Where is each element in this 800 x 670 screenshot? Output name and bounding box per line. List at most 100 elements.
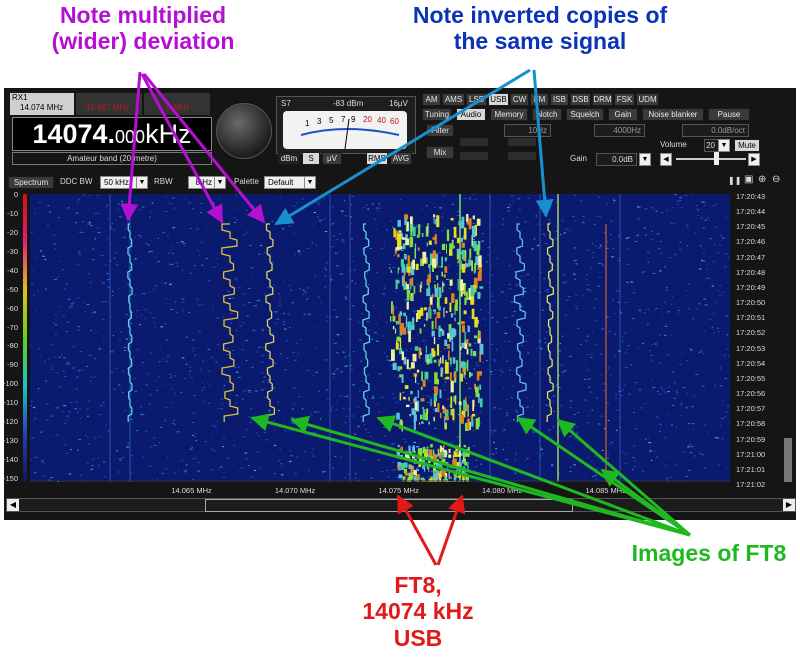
time-tick-label: 17:21:01 [736, 464, 766, 474]
volume-right-arrow[interactable]: ▶ [748, 153, 760, 166]
zoom-out-icon[interactable]: ⊖ [772, 174, 781, 185]
annotation-ft8-line2: 14074 kHz [362, 598, 474, 625]
s-meter-uv-reading: 16μV [389, 99, 408, 108]
gain-dropdown-arrow[interactable]: ▼ [639, 153, 651, 166]
power-tick-label: -120 [2, 417, 18, 427]
spectrum-button[interactable]: Spectrum [8, 176, 54, 189]
s-meter-s-reading: S7 [281, 99, 291, 108]
annotation-multiplied-line1: Note multiplied [59, 2, 227, 28]
mode-button-isb[interactable]: ISB [550, 93, 569, 106]
filter-slope-field[interactable]: 0.0dB/oct [682, 124, 749, 137]
time-tick-label: 17:20:48 [736, 267, 766, 277]
time-tick-label: 17:20:44 [736, 207, 766, 217]
s-meter-dial: 1 3 5 7 9 20 40 60 [283, 111, 407, 149]
power-tick-label: -130 [2, 436, 18, 446]
volume-field[interactable]: 20 [704, 139, 719, 152]
time-tick-label: 17:20:49 [736, 282, 766, 292]
tab-tuning[interactable]: Tuning [422, 108, 452, 121]
mode-button-am[interactable]: AM [422, 93, 441, 106]
mix-button[interactable]: Mix [426, 146, 454, 159]
volume-slider-thumb[interactable] [714, 152, 719, 165]
ddc-bw-dropdown[interactable]: 50 kHz [100, 176, 137, 189]
waterfall-background [30, 194, 730, 482]
frequency-display[interactable]: 14074.000kHz [12, 117, 212, 151]
mode-button-udm[interactable]: UDM [636, 93, 659, 106]
rx2-tab[interactable]: 15.887 MHz [76, 93, 142, 115]
rx1-tab-label: RX1 [12, 93, 28, 102]
s-meter-scale-7: 7 [341, 115, 346, 124]
green-arrows [250, 413, 691, 537]
waterfall-vertical-scrollbar[interactable] [784, 438, 792, 482]
time-tick-label: 17:20:46 [736, 237, 766, 247]
save-icon[interactable]: ▣ [744, 174, 754, 185]
ft8-block [390, 214, 484, 482]
tuning-knob[interactable] [216, 103, 272, 159]
time-tick-label: 17:21:00 [736, 449, 766, 459]
mode-button-usb[interactable]: USB [488, 93, 509, 106]
colorbar [23, 194, 27, 482]
power-tick-label: -100 [2, 379, 18, 389]
scroll-thumb[interactable] [205, 499, 573, 512]
mode-button-lsb[interactable]: LSB [466, 93, 487, 106]
s-meter-scale-9: 9 [351, 115, 356, 124]
mode-button-dsb[interactable]: DSB [570, 93, 591, 106]
mode-button-ams[interactable]: AMS [442, 93, 465, 106]
blue-arrows [274, 68, 554, 226]
s-meter-scale-5: 5 [329, 116, 334, 125]
meter-dbm-button[interactable]: dBm [278, 152, 300, 165]
s-meter-scale-3: 3 [317, 117, 322, 126]
audio-inactive-controls [460, 138, 560, 162]
tab-memory[interactable]: Memory [490, 108, 528, 121]
annotation-inverted-line2: the same signal [453, 28, 627, 55]
tab-noise-blanker[interactable]: Noise blanker [642, 108, 704, 121]
power-tick-label: -20 [7, 227, 18, 237]
volume-slider[interactable] [676, 158, 746, 160]
meter-avg-button[interactable]: AVG [390, 152, 412, 165]
ddc-bw-arrow[interactable]: ▼ [136, 176, 148, 189]
power-tick-label: -80 [7, 341, 18, 351]
time-tick-label: 17:20:50 [736, 298, 766, 308]
annotation-ft8-line1: FT8, [394, 572, 442, 598]
annotation-inverted-line1: Note inverted copies of [412, 2, 668, 28]
mute-button[interactable]: Mute [734, 139, 760, 152]
meter-uv-button[interactable]: μV [322, 152, 342, 165]
purple-arrows [120, 71, 266, 224]
rx3-tab-frequency: ...0 MHz [160, 103, 190, 112]
tab-gain[interactable]: Gain [608, 108, 638, 121]
waterfall-display [30, 194, 730, 482]
red-arrows [396, 494, 466, 566]
filter-high-field[interactable]: 4000Hz [594, 124, 645, 137]
mode-button-cw[interactable]: CW [510, 93, 529, 106]
tab-notch[interactable]: Notch [532, 108, 562, 121]
volume-left-arrow[interactable]: ◀ [660, 153, 672, 166]
frequency-main: 14074. [32, 119, 116, 149]
volume-label: Volume [660, 140, 687, 149]
mode-button-drm[interactable]: DRM [592, 93, 613, 106]
tab-pause[interactable]: Pause [708, 108, 750, 121]
gain-label: Gain [570, 154, 587, 163]
time-tick-label: 17:20:59 [736, 434, 766, 444]
volume-dropdown-arrow[interactable]: ▼ [718, 139, 730, 152]
time-tick-label: 17:20:45 [736, 222, 766, 232]
palette-label: Palette [234, 177, 259, 186]
palette-arrow[interactable]: ▼ [304, 176, 316, 189]
gain-field[interactable]: 0.0dB [596, 153, 637, 166]
rbw-arrow[interactable]: ▼ [214, 176, 226, 189]
time-tick-label: 17:20:54 [736, 358, 766, 368]
zoom-in-icon[interactable]: ⊕ [758, 174, 767, 185]
annotation-ft8-line3: USB [393, 624, 443, 651]
meter-s-button[interactable]: S [302, 152, 320, 165]
mode-button-fsk[interactable]: FSK [614, 93, 635, 106]
rx2-tab-frequency: 15.887 MHz [86, 103, 130, 112]
s-meter-scale-20: 20 [363, 115, 372, 124]
scroll-right-arrow[interactable]: ▶ [783, 499, 795, 511]
power-tick-label: -140 [2, 455, 18, 465]
pause-icon[interactable]: ❚❚ [728, 176, 742, 185]
rx1-tab[interactable]: RX1 14.074 MHz [10, 93, 74, 115]
time-tick-label: 17:20:58 [736, 419, 766, 429]
tab-squelch[interactable]: Squelch [566, 108, 604, 121]
time-tick-label: 17:20:53 [736, 343, 766, 353]
scroll-left-arrow[interactable]: ◀ [7, 499, 19, 511]
s-meter-scale-1: 1 [305, 119, 310, 128]
